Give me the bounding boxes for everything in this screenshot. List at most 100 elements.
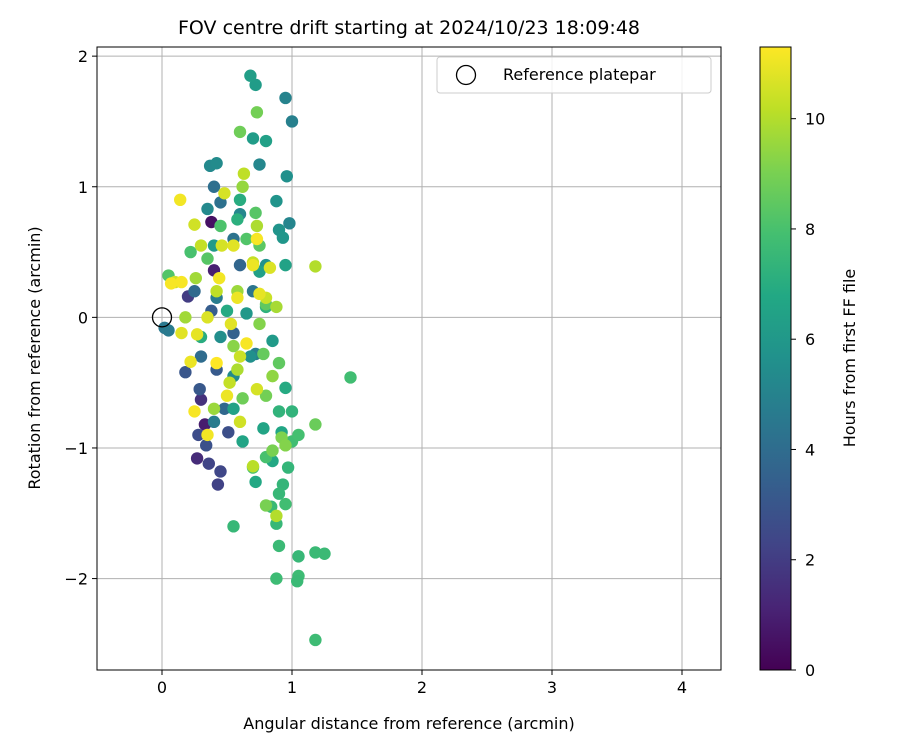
- data-point: [276, 231, 290, 244]
- data-point: [188, 285, 201, 298]
- data-point: [272, 405, 286, 418]
- data-point: [250, 106, 264, 119]
- chart-title: FOV centre drift starting at 2024/10/23 …: [178, 17, 640, 39]
- data-point: [250, 382, 264, 396]
- data-point: [253, 287, 266, 301]
- data-point: [246, 132, 260, 145]
- data-point: [249, 206, 262, 220]
- data-point: [200, 439, 213, 452]
- x-tick-label: 0: [157, 678, 167, 697]
- data-point: [164, 277, 178, 290]
- data-point: [237, 167, 251, 180]
- data-point: [179, 366, 192, 379]
- data-point: [210, 356, 223, 370]
- data-point: [184, 355, 197, 368]
- colorbar-tick-label: 2: [805, 551, 815, 570]
- data-point: [233, 258, 247, 272]
- data-point: [279, 439, 292, 452]
- data-point: [210, 285, 223, 298]
- data-point: [207, 415, 221, 429]
- legend-marker-reference: [455, 64, 477, 86]
- data-point: [236, 180, 249, 193]
- data-point: [175, 275, 188, 289]
- y-axis-label: Rotation from reference (arcmin): [25, 226, 44, 489]
- data-point: [231, 363, 244, 376]
- y-tick-label: 2: [78, 47, 88, 66]
- data-point: [292, 428, 305, 442]
- y-axis-ticks: −2 −1 0 1 2: [64, 47, 97, 589]
- data-point: [292, 550, 305, 563]
- data-point: [318, 547, 331, 560]
- x-tick-label: 4: [677, 678, 687, 697]
- colorbar-tick-label: 4: [805, 440, 815, 459]
- colorbar-ticks: 0 2 4 6 8 10: [791, 110, 825, 680]
- data-point: [250, 219, 264, 233]
- data-point: [279, 497, 292, 511]
- y-tick-label: 1: [78, 178, 88, 197]
- data-point: [194, 350, 208, 363]
- data-point: [250, 232, 264, 246]
- data-point: [257, 347, 270, 361]
- data-point: [218, 187, 231, 200]
- data-point: [222, 426, 235, 439]
- data-point: [211, 478, 225, 491]
- data-point: [233, 415, 247, 429]
- data-point: [309, 260, 322, 273]
- data-point: [249, 475, 262, 489]
- data-point: [240, 307, 253, 320]
- data-point: [272, 356, 286, 370]
- data-point: [270, 509, 283, 523]
- data-point: [193, 382, 206, 396]
- plot-frame: [96, 46, 722, 671]
- data-point: [233, 193, 247, 207]
- data-point: [194, 239, 208, 252]
- data-point: [202, 457, 215, 470]
- y-tick-label: 0: [78, 308, 88, 327]
- data-point: [218, 402, 231, 415]
- data-point: [259, 389, 273, 402]
- data-point: [279, 91, 292, 105]
- data-point: [240, 232, 253, 246]
- data-point: [188, 405, 201, 418]
- data-point: [175, 326, 188, 340]
- data-point: [162, 324, 175, 337]
- data-point: [263, 261, 277, 274]
- data-point: [174, 193, 187, 207]
- data-point: [285, 115, 299, 128]
- data-point: [281, 461, 295, 474]
- data-point: [220, 304, 234, 318]
- data-point: [207, 402, 221, 415]
- data-point: [253, 317, 266, 331]
- y-tick-label: −2: [64, 570, 88, 589]
- data-point: [309, 546, 322, 559]
- data-point: [227, 339, 240, 353]
- data-point: [280, 170, 293, 183]
- data-point: [233, 125, 247, 139]
- x-axis-label: Angular distance from reference (arcmin): [243, 714, 574, 733]
- data-point: [309, 418, 322, 431]
- legend-box: [436, 56, 712, 94]
- data-point: [189, 271, 202, 285]
- colorbar-tick-label: 0: [805, 661, 815, 680]
- data-point: [253, 158, 266, 171]
- data-point: [188, 218, 201, 231]
- data-point: [270, 194, 283, 208]
- data-point: [223, 376, 236, 389]
- data-point: [236, 392, 249, 405]
- data-point: [227, 402, 240, 415]
- data-point: [220, 389, 234, 402]
- reference-platepar-marker-group: [151, 307, 173, 328]
- data-point: [246, 258, 260, 272]
- data-point: [279, 258, 292, 272]
- data-point: [266, 334, 279, 348]
- data-point: [270, 572, 283, 585]
- data-point: [285, 405, 299, 418]
- data-point: [201, 428, 214, 442]
- data-point: [194, 393, 208, 406]
- data-point: [283, 217, 296, 230]
- data-point: [244, 69, 257, 82]
- data-point: [184, 245, 197, 259]
- data-point: [291, 574, 304, 588]
- data-point: [214, 330, 227, 344]
- colorbar-label: Hours from first FF file: [840, 269, 859, 448]
